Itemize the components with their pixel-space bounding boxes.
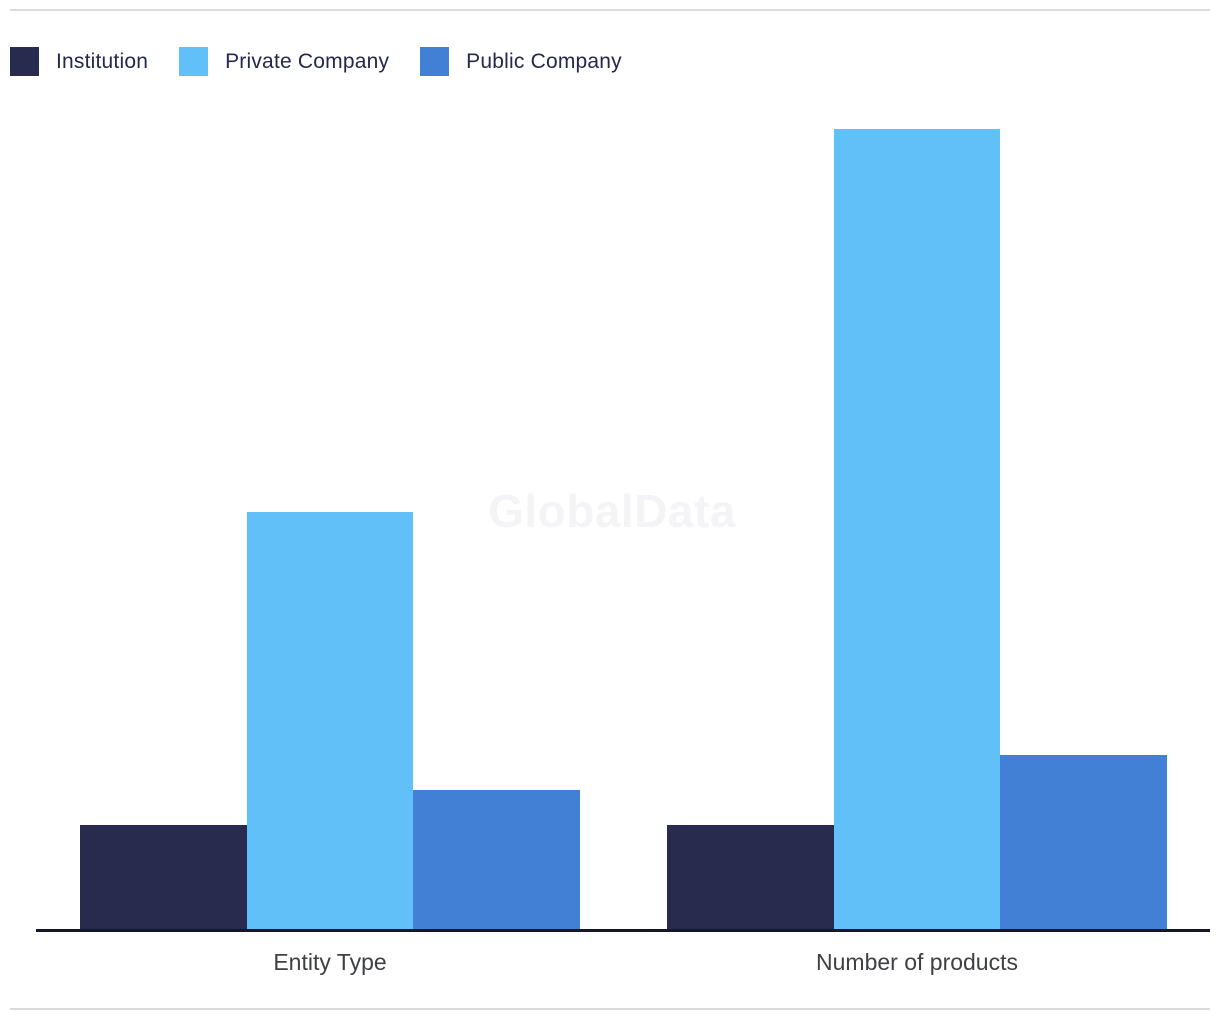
bar-number-of-products-institution[interactable]	[667, 824, 834, 929]
bar-entity-type-institution[interactable]	[80, 824, 247, 929]
legend-swatch-institution	[10, 47, 39, 76]
legend-item-private-company[interactable]: Private Company	[179, 47, 389, 76]
bar-number-of-products-private-company[interactable]	[833, 128, 1000, 929]
legend-swatch-public-company	[420, 47, 450, 76]
bar-number-of-products-public-company[interactable]	[1000, 755, 1167, 929]
top-divider	[10, 9, 1210, 11]
x-axis-label-entity-type: Entity Type	[273, 949, 387, 975]
legend-swatch-private-company	[179, 47, 209, 76]
legend-item-institution[interactable]: Institution	[10, 47, 148, 76]
bottom-divider	[10, 1008, 1210, 1010]
legend-label-private-company: Private Company	[225, 49, 390, 73]
legend-label-public-company: Public Company	[466, 49, 622, 73]
legend: Institution Private Company Public Compa…	[10, 47, 653, 76]
x-axis-line	[36, 929, 1210, 932]
legend-label-institution: Institution	[56, 49, 149, 73]
bar-entity-type-private-company[interactable]	[246, 511, 413, 929]
legend-item-public-company[interactable]: Public Company	[420, 47, 622, 76]
x-axis-label-number-of-products: Number of products	[816, 949, 1018, 975]
bar-entity-type-public-company[interactable]	[413, 789, 580, 929]
plot-area	[0, 94, 1220, 929]
